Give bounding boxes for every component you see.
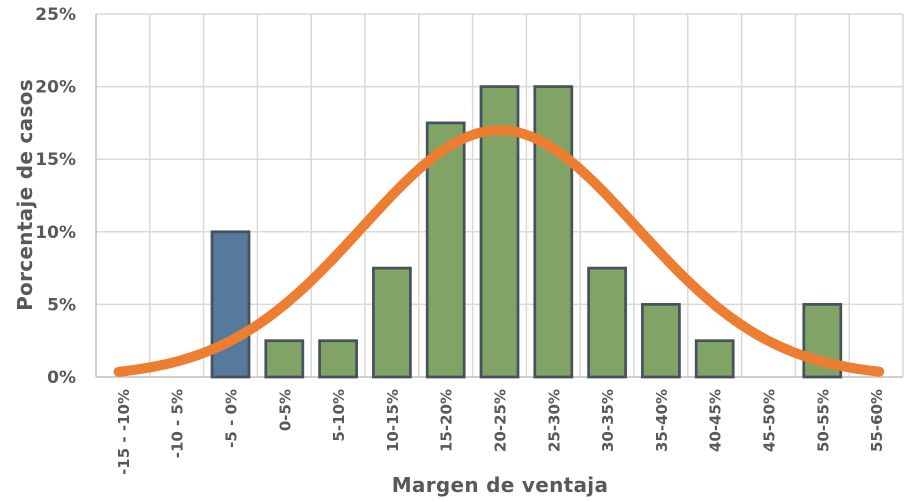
x-tick-label: 50-55% <box>814 389 832 452</box>
x-axis-title: Margen de ventaja <box>392 473 609 497</box>
bar <box>372 266 412 379</box>
x-tick-label: 45-50% <box>761 389 779 452</box>
y-tick-label: 15% <box>35 150 76 170</box>
y-tick-label: 20% <box>35 78 76 98</box>
x-tick-label: -15 - -10% <box>115 389 133 475</box>
y-tick-label: 25% <box>35 5 76 25</box>
bar <box>533 85 574 379</box>
y-tick-label: 0% <box>47 368 76 388</box>
x-tick-label: 35-40% <box>653 389 671 452</box>
x-tick-label: -5 - 0% <box>223 389 241 448</box>
x-tick-label: 55-60% <box>868 389 886 452</box>
x-tick-label: 25-30% <box>545 389 563 452</box>
x-tick-label: 5-10% <box>330 389 348 442</box>
bar <box>641 303 681 379</box>
x-tick-label: 10-15% <box>384 389 402 452</box>
gridlines <box>95 13 904 378</box>
bar <box>425 121 466 379</box>
bar <box>318 339 358 379</box>
bar <box>264 339 305 379</box>
bell-curve <box>113 125 885 377</box>
bar <box>587 266 627 379</box>
y-axis-tick-labels: 0% 5% 10% 15% 20% 25% <box>35 5 76 388</box>
x-tick-label: 30-35% <box>599 389 617 452</box>
bar-highlighted <box>210 230 251 379</box>
y-tick-label: 10% <box>35 223 76 243</box>
x-tick-label: 0-5% <box>276 389 294 431</box>
y-tick-label: 5% <box>47 295 76 315</box>
x-tick-label: 40-45% <box>707 389 725 452</box>
bar <box>694 339 735 379</box>
y-axis-title: Porcentaje de casos <box>13 79 37 311</box>
x-tick-label: -10 - 5% <box>169 389 187 458</box>
x-axis-tick-labels: -15 - -10% -10 - 5% -5 - 0% 0-5% 5-10% 10-15%… <box>115 389 886 475</box>
x-tick-label: 20-25% <box>492 389 510 452</box>
x-tick-label: 15-20% <box>438 389 456 452</box>
